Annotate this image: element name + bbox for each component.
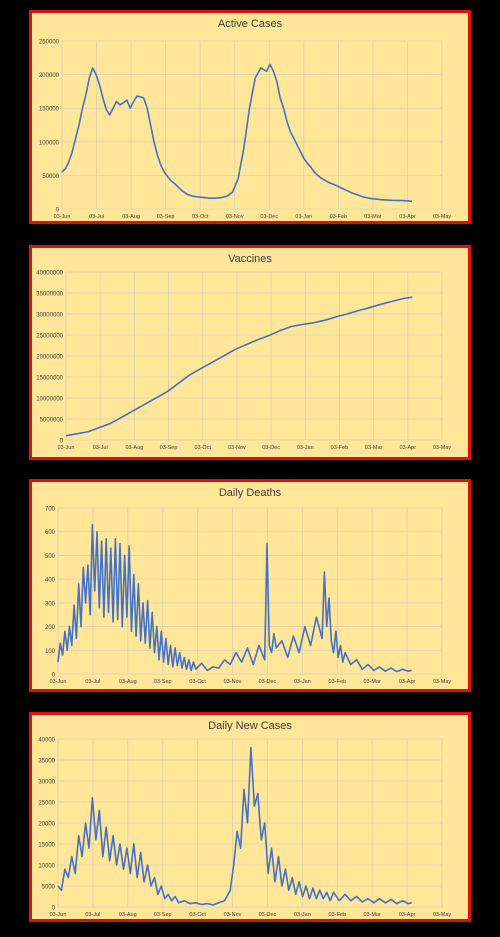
y-tick-label: 50000	[42, 174, 59, 180]
series-line	[57, 746, 412, 906]
y-tick-label: 300	[45, 601, 56, 607]
y-tick-label: 0	[52, 673, 56, 679]
x-tick-label: 03-Nov	[226, 214, 244, 220]
chart-panel-daily-deaths: 0 100 200 300 400 500 600 700 03-Jun 03-Jul 03-Aug…	[29, 479, 471, 692]
y-tick-label: 250000	[39, 40, 60, 46]
chart-svg: 0 5000000 10000000 15000000 20000000 25000000…	[36, 271, 452, 452]
chart-panel-active-cases: 0 50000 100000 150000 200000 250000 03-Jun 03-J…	[29, 10, 471, 224]
x-tick-label: 03-Feb	[329, 912, 346, 918]
x-tick-label: 03-Jun	[58, 445, 75, 451]
x-tick-label: 03-Dec	[260, 214, 278, 220]
y-tick-label: 25000000	[36, 334, 63, 340]
x-tick-label: 03-Apr	[400, 445, 417, 451]
x-tick-label: 03-May	[433, 445, 452, 451]
x-tick-label: 03-Jul	[85, 679, 100, 685]
y-tick-label: 35000	[38, 759, 55, 765]
x-tick-label: 03-Apr	[399, 214, 416, 220]
y-tick-label: 600	[45, 530, 56, 536]
y-tick-label: 700	[45, 507, 56, 513]
x-tick-label: 03-Jul	[93, 445, 108, 451]
x-tick-label: 03-Mar	[365, 445, 383, 451]
x-tick-label: 03-Sep	[154, 679, 172, 685]
x-tick-label: 03-Sep	[154, 912, 172, 918]
x-tick-label: 03-Oct	[192, 214, 209, 220]
x-tick-label: 03-Feb	[330, 214, 347, 220]
x-tick-label: 03-Nov	[228, 445, 246, 451]
y-tick-label: 5000000	[40, 418, 64, 424]
y-tick-label: 10000000	[36, 397, 63, 403]
chart-title: Daily Deaths	[218, 487, 282, 499]
x-tick-label: 03-May	[433, 214, 452, 220]
chart-svg: 0 5000 10000 15000 20000 25000 30000 35000 40000…	[38, 738, 452, 919]
y-tick-label: 10000	[38, 864, 55, 870]
x-tick-label: 03-Jul	[89, 214, 104, 220]
y-tick-label: 35000000	[36, 292, 63, 298]
y-tick-label: 150000	[39, 107, 60, 113]
x-tick-label: 03-Jun	[50, 679, 67, 685]
x-tick-label: 03-Feb	[331, 445, 348, 451]
chart-panel-vaccines: 0 5000000 10000000 15000000 20000000 25000000…	[29, 245, 471, 460]
y-tick-label: 5000	[42, 885, 56, 891]
x-tick-label: 03-Nov	[224, 679, 242, 685]
x-tick-label: 03-Aug	[119, 912, 137, 918]
x-tick-label: 03-Feb	[329, 679, 346, 685]
x-tick-label: 03-Jun	[50, 912, 67, 918]
y-tick-label: 100000	[39, 140, 60, 146]
series-line	[57, 523, 412, 673]
x-tick-label: 03-Aug	[119, 679, 137, 685]
y-tick-label: 20000000	[36, 355, 63, 361]
x-tick-label: 03-Dec	[259, 912, 277, 918]
x-tick-label: 03-Dec	[262, 445, 280, 451]
x-tick-label: 03-Aug	[122, 214, 140, 220]
x-tick-label: 03-Sep	[157, 214, 175, 220]
y-tick-label: 40000	[38, 738, 55, 744]
x-tick-label: 03-Oct	[189, 912, 206, 918]
x-tick-label: 03-Jan	[297, 445, 314, 451]
series-line	[65, 296, 413, 437]
y-tick-label: 0	[52, 906, 56, 912]
x-tick-label: 03-Oct	[189, 679, 206, 685]
y-tick-label: 30000000	[36, 313, 63, 319]
x-tick-label: 03-Sep	[160, 445, 178, 451]
x-tick-label: 03-Jan	[294, 679, 311, 685]
y-tick-label: 100	[45, 649, 56, 655]
y-tick-label: 15000000	[36, 376, 63, 382]
chart-title: Vaccines	[228, 253, 272, 265]
x-tick-label: 03-Mar	[363, 679, 381, 685]
chart-title: Daily New Cases	[208, 720, 292, 732]
y-tick-label: 40000000	[36, 271, 63, 277]
chart-svg: 0 100 200 300 400 500 600 700 03-Jun 03-Jul 03-Aug…	[45, 507, 452, 686]
x-tick-label: 03-Jul	[85, 912, 100, 918]
x-tick-label: 03-May	[433, 912, 452, 918]
y-tick-label: 500	[45, 554, 56, 560]
x-tick-label: 03-Jan	[294, 912, 311, 918]
x-tick-label: 03-Aug	[125, 445, 143, 451]
chart-panel-daily-new-cases: 0 5000 10000 15000 20000 25000 30000 35000 40000…	[29, 712, 471, 922]
x-tick-label: 03-Dec	[259, 679, 277, 685]
y-tick-label: 200000	[39, 73, 60, 79]
x-tick-label: 03-Oct	[194, 445, 211, 451]
x-tick-label: 03-Apr	[399, 912, 416, 918]
x-tick-label: 03-Mar	[363, 912, 381, 918]
x-tick-label: 03-Nov	[224, 912, 242, 918]
x-tick-label: 03-Mar	[364, 214, 382, 220]
chart-svg: 0 50000 100000 150000 200000 250000 03-Jun 03-J…	[39, 40, 452, 221]
y-tick-label: 0	[56, 208, 60, 214]
x-tick-label: 03-Jun	[54, 214, 71, 220]
y-tick-label: 30000	[38, 780, 55, 786]
x-tick-label: 03-Jan	[295, 214, 312, 220]
series-line	[61, 63, 413, 203]
y-tick-label: 25000	[38, 801, 55, 807]
y-tick-label: 200	[45, 625, 56, 631]
y-tick-label: 0	[60, 439, 64, 445]
y-tick-label: 15000	[38, 843, 55, 849]
y-tick-label: 400	[45, 578, 56, 584]
y-tick-label: 20000	[38, 822, 55, 828]
x-tick-label: 03-May	[433, 679, 452, 685]
chart-title: Active Cases	[217, 18, 283, 30]
x-tick-label: 03-Apr	[399, 679, 416, 685]
